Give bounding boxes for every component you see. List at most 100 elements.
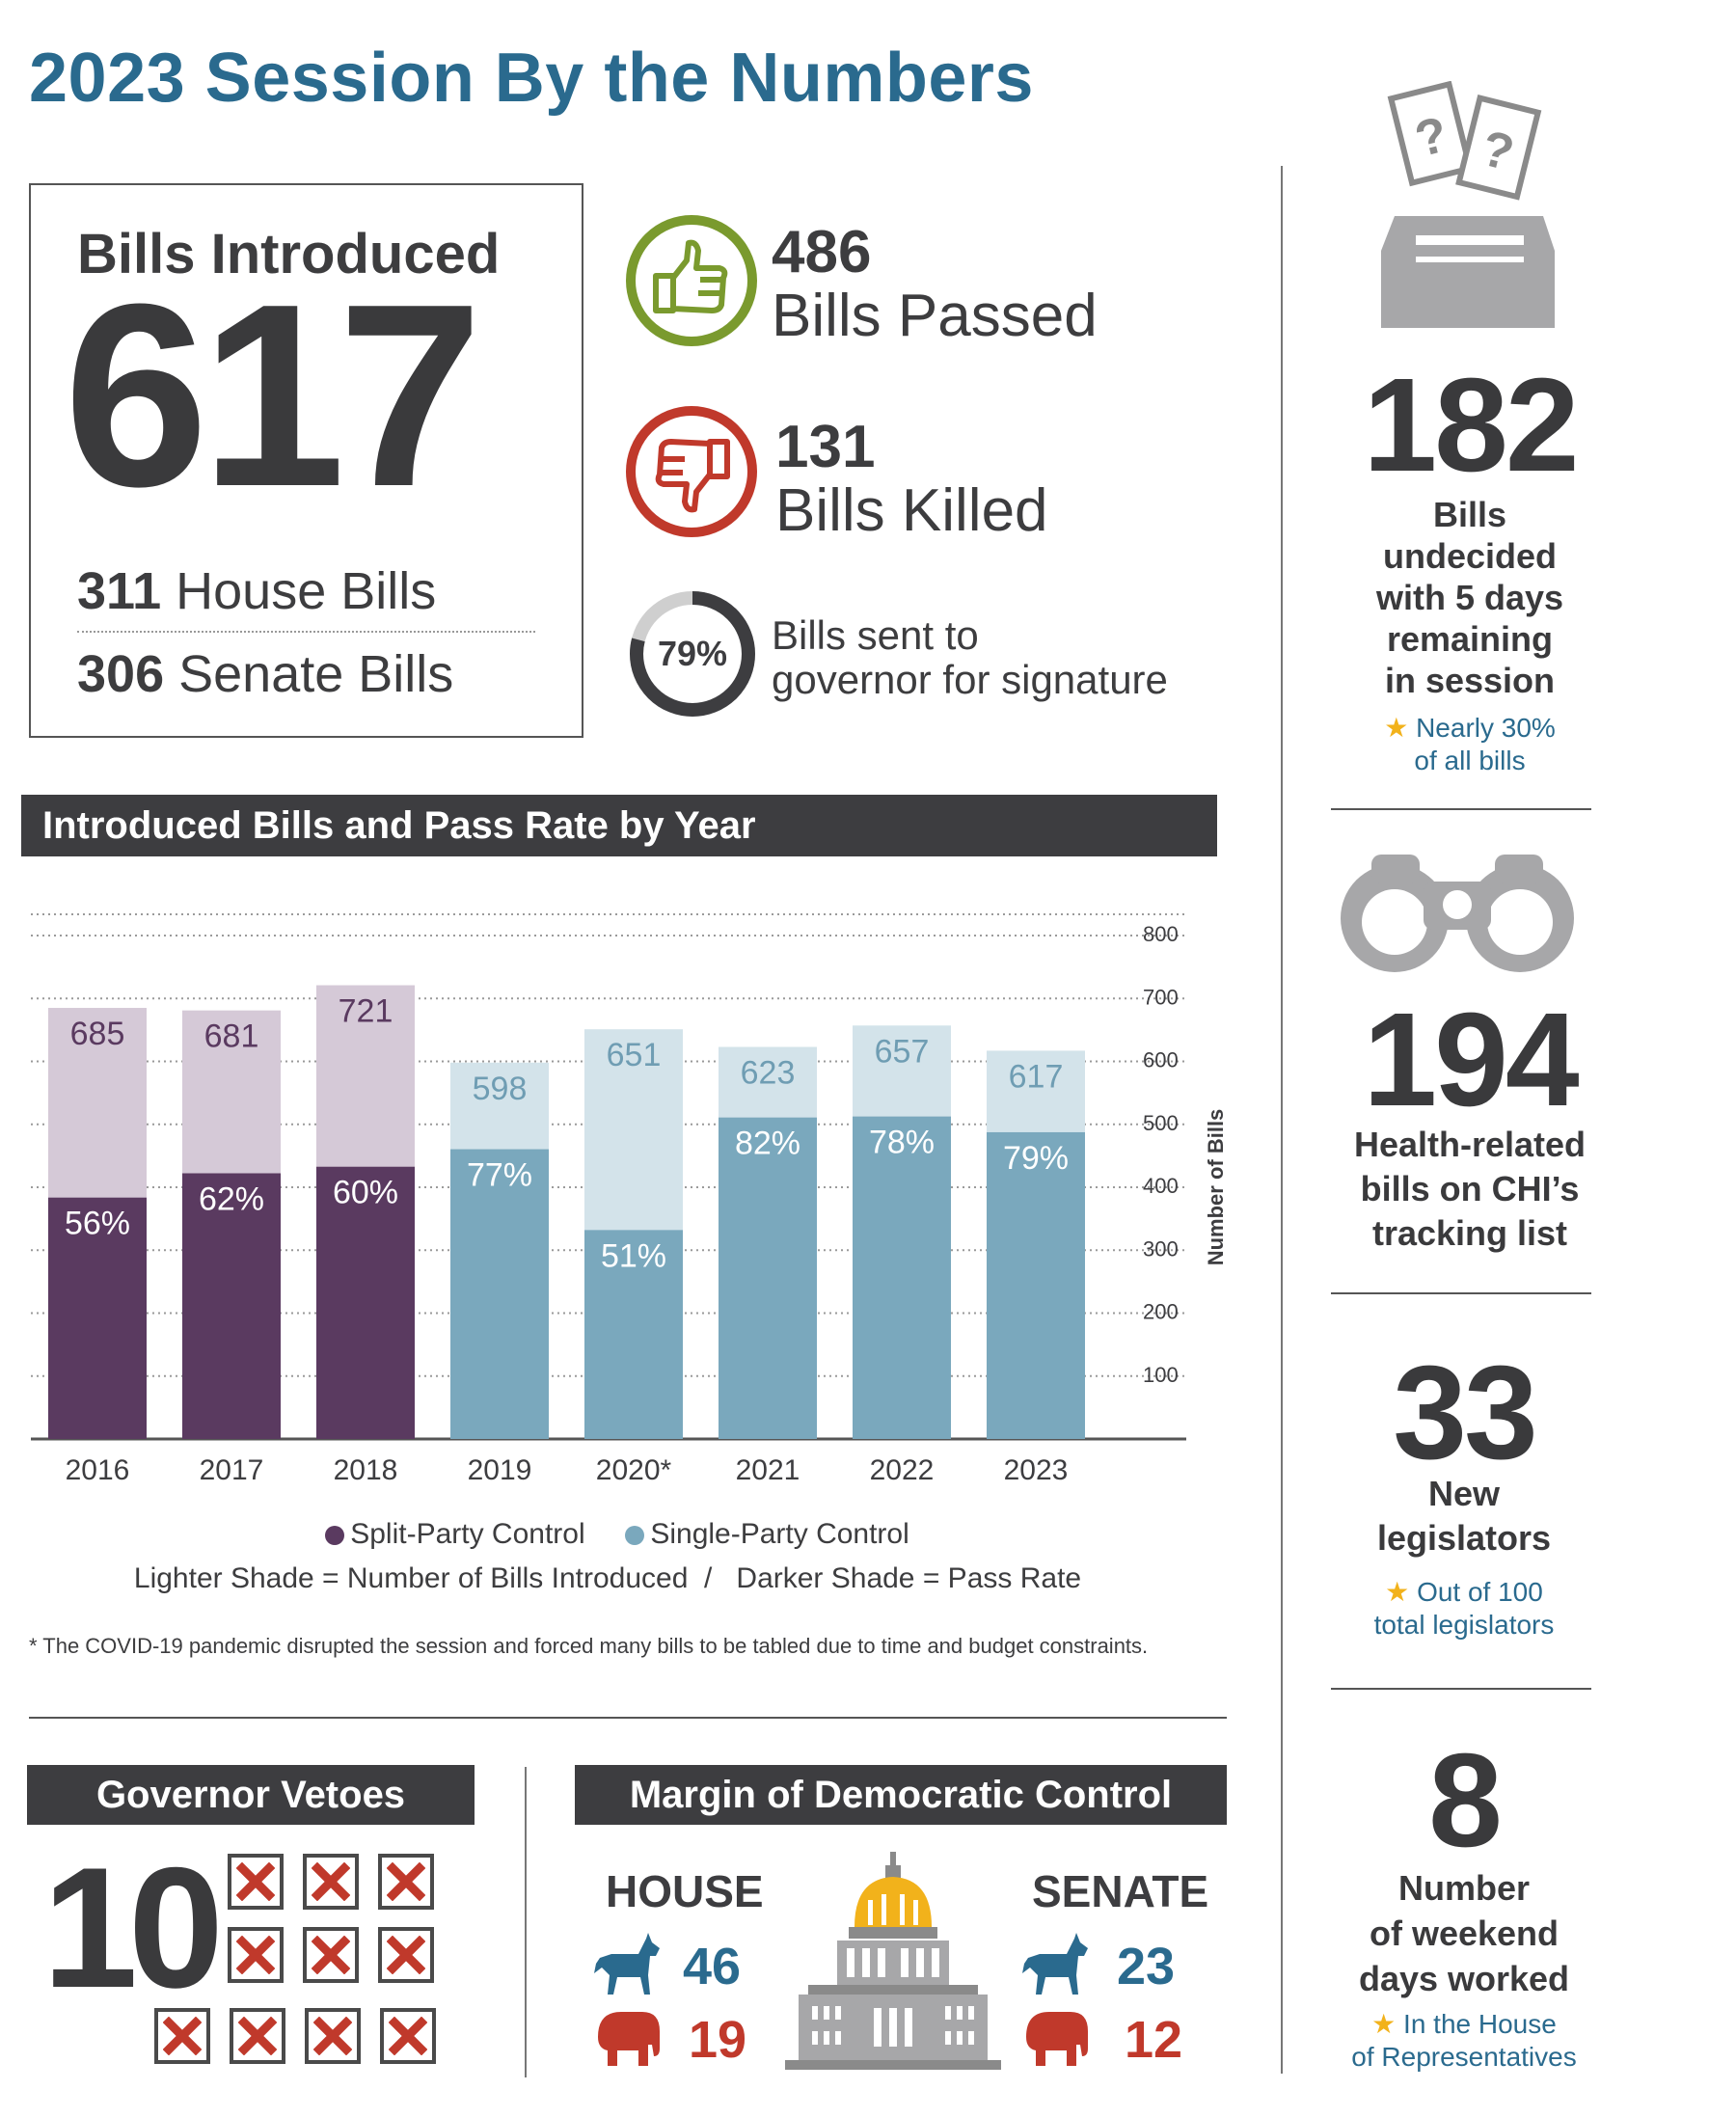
x-tick-label: 2017	[200, 1454, 264, 1486]
house-label: HOUSE	[606, 1866, 764, 1916]
new-legislators-text: New legislators	[1323, 1472, 1605, 1561]
senate-bills-line: 306 Senate Bills	[77, 644, 453, 704]
health-number: 194	[1363, 986, 1579, 1134]
bar-introduced-label: 617	[1009, 1058, 1064, 1095]
legislators-note-2: total legislators	[1373, 1610, 1555, 1640]
y-axis-label: Number of Bills	[1204, 1109, 1228, 1266]
house-bills-count: 311	[77, 562, 162, 620]
weekend-note-1: In the House	[1403, 2009, 1557, 2039]
margin-header: Margin of Democratic Control	[575, 1765, 1227, 1825]
bar-pass-rate	[182, 1173, 281, 1439]
y-tick-label: 600	[1143, 1048, 1179, 1072]
star-icon: ★	[1371, 2009, 1397, 2039]
veto-x-icon	[303, 1927, 359, 1983]
house-rep-count: 19	[689, 2011, 747, 2069]
veto-x-icon	[228, 1927, 284, 1983]
health-text: Health-related bills on CHI’s tracking l…	[1321, 1123, 1618, 1256]
bar-rate-label: 56%	[65, 1206, 130, 1242]
health-line: bills on CHI’s	[1360, 1169, 1580, 1208]
undecided-note-1: Nearly 30%	[1416, 713, 1556, 743]
senate-bills-count: 306	[77, 645, 165, 703]
weekend-line: Number	[1397, 1868, 1531, 1908]
bills-introduced-label: Bills Introduced	[77, 223, 501, 285]
shade-note: Lighter Shade = Number of Bills Introduc…	[133, 1562, 1082, 1594]
bar-introduced-label: 651	[607, 1037, 662, 1073]
sidebar-separator	[1331, 1292, 1591, 1294]
undecided-note: ★ Nearly 30% of all bills	[1329, 712, 1611, 777]
undecided-note-2: of all bills	[1414, 746, 1526, 775]
bar-introduced-label: 681	[204, 1018, 259, 1055]
bar-introduced-label: 623	[741, 1054, 796, 1091]
house-dem-count: 46	[683, 1938, 742, 1995]
sidebar-separator	[1331, 808, 1591, 810]
bills-pass-rate-chart: 100 200 300 400 500 600 700 800 Number of Bills 6…	[31, 913, 1228, 1486]
page-title: 2023 Session By the Numbers	[29, 40, 1034, 117]
legislators-line: legislators	[1376, 1518, 1552, 1558]
chart-legend: Split-Party Control Single-Party Control	[0, 1518, 1234, 1551]
bar-rate-label: 62%	[199, 1181, 264, 1218]
veto-x-icon	[154, 2008, 210, 2064]
x-tick-label: 2020*	[596, 1454, 672, 1486]
undecided-number: 182	[1363, 351, 1579, 500]
legend-split-label: Split-Party Control	[350, 1518, 585, 1550]
legend-split-swatch	[325, 1526, 345, 1546]
section-separator	[29, 1717, 1227, 1719]
bar-introduced-label: 657	[875, 1033, 930, 1070]
bills-killed-label: Bills Killed	[775, 477, 1048, 544]
weekend-days-text: Number of weekend days worked	[1323, 1865, 1605, 2001]
undecided-line: Bills	[1432, 495, 1507, 534]
legend-single-swatch	[625, 1526, 645, 1546]
bills-introduced-box	[29, 183, 583, 738]
bar-introduced-label: 721	[339, 993, 393, 1030]
bar-rate-label: 51%	[601, 1237, 666, 1274]
y-tick-label: 500	[1143, 1111, 1179, 1135]
bar-pass-rate	[48, 1197, 147, 1439]
y-tick-label: 700	[1143, 985, 1179, 1009]
legend-single-label: Single-Party Control	[650, 1518, 909, 1550]
legislators-line: New	[1427, 1474, 1501, 1513]
health-line: Health-related	[1353, 1125, 1587, 1164]
veto-x-icon	[380, 2008, 436, 2064]
donkey-icon	[594, 1933, 660, 1995]
x-tick-label: 2019	[468, 1454, 532, 1486]
x-tick-label: 2018	[334, 1454, 398, 1486]
bar-pass-rate	[987, 1131, 1085, 1439]
undecided-text: Bills undecided with 5 days remaining in…	[1329, 494, 1611, 701]
bar-rate-label: 77%	[467, 1157, 532, 1194]
bar-rate-label: 79%	[1003, 1140, 1069, 1177]
elephant-icon	[598, 2012, 660, 2066]
sidebar-divider	[1281, 166, 1283, 2074]
veto-x-icon	[303, 1854, 359, 1910]
weekend-note: ★ In the House of Representatives	[1323, 2008, 1605, 2074]
sidebar-separator	[1331, 1688, 1591, 1690]
thumbs-up-icon	[626, 215, 757, 346]
bar-pass-rate	[853, 1116, 951, 1439]
new-legislators-number: 33	[1393, 1339, 1538, 1487]
x-tick-label: 2016	[66, 1454, 130, 1486]
bar-rate-label: 78%	[869, 1125, 935, 1161]
y-tick-label: 200	[1143, 1300, 1179, 1324]
elephant-icon	[1026, 2012, 1088, 2066]
bar-pass-rate	[584, 1230, 683, 1439]
senate-dem-count: 23	[1117, 1938, 1176, 1995]
undecided-line: remaining	[1386, 619, 1554, 659]
bar-rate-label: 60%	[333, 1175, 398, 1211]
chart-section-header: Introduced Bills and Pass Rate by Year	[21, 795, 1217, 856]
veto-x-icon	[230, 2008, 285, 2064]
weekend-line: of weekend	[1369, 1913, 1560, 1953]
weekend-note-2: of Representatives	[1351, 2042, 1577, 2072]
veto-x-icon	[378, 1854, 434, 1910]
star-icon: ★	[1384, 713, 1409, 743]
star-icon: ★	[1385, 1577, 1410, 1607]
undecided-line: in session	[1384, 661, 1556, 700]
health-line: tracking list	[1371, 1213, 1568, 1253]
chart-footnote: * The COVID-19 pandemic disrupted the se…	[29, 1634, 1149, 1658]
bills-introduced-total: 617	[64, 251, 482, 541]
governor-vetoes-header: Governor Vetoes	[27, 1765, 475, 1825]
bills-killed-count: 131	[775, 414, 876, 480]
bills-passed-count: 486	[772, 219, 872, 285]
legislators-note-1: Out of 100	[1417, 1577, 1543, 1607]
senate-rep-count: 12	[1125, 2011, 1183, 2069]
bar-pass-rate	[316, 1166, 415, 1439]
bar-pass-rate	[450, 1149, 549, 1439]
